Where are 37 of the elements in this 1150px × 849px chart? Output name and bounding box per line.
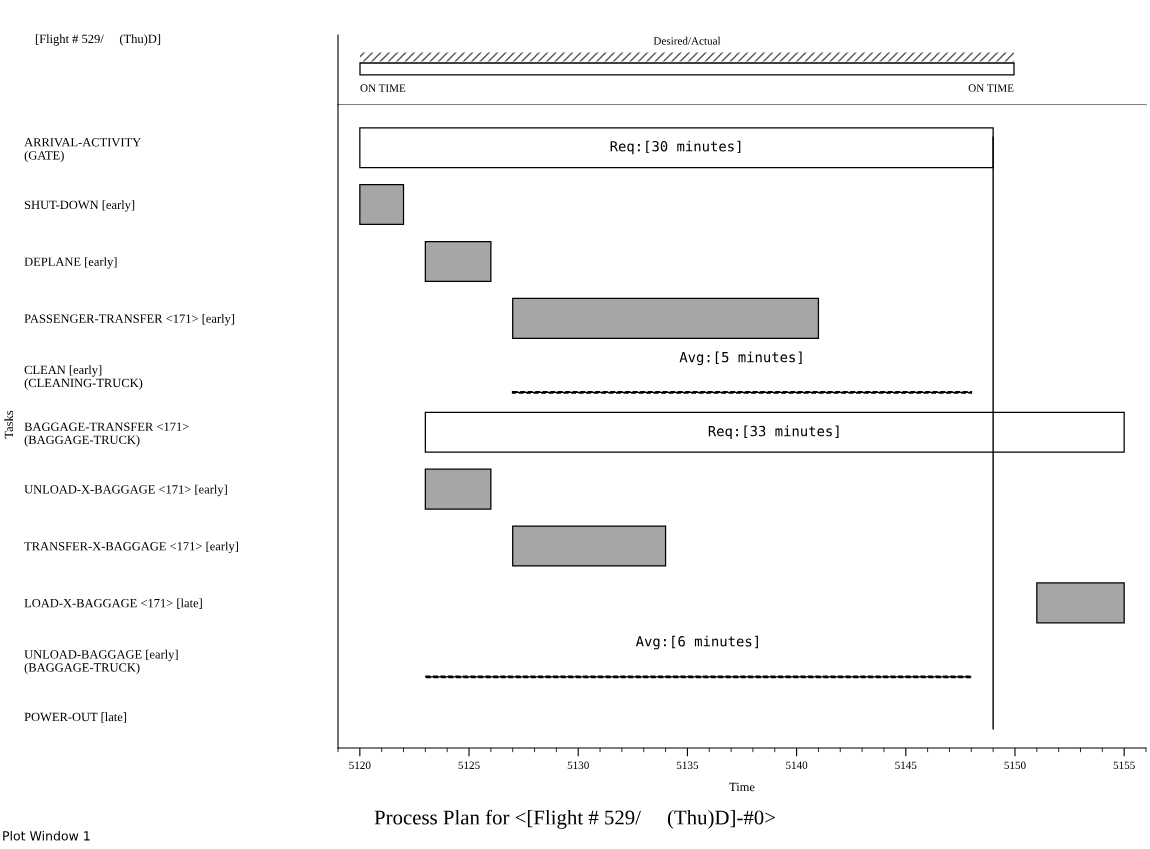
- annotation: Avg:[6 minutes]: [635, 635, 758, 650]
- bar: [1036, 582, 1125, 624]
- category-label: SHUT-DOWN [early]: [24, 200, 135, 212]
- text: ON TIME: [360, 84, 406, 92]
- bar: [424, 240, 492, 283]
- bar: [512, 297, 820, 339]
- x-tick-label: 5145: [895, 761, 917, 770]
- x-tick-label: 5130: [567, 761, 589, 770]
- annotation: Req:[30 minutes]: [610, 140, 741, 155]
- x-tick-label: 5155: [1113, 761, 1135, 770]
- category-label: UNLOAD-X-BAGGAGE <171> [early]: [24, 484, 227, 497]
- category-label: CLEAN [early] (CLEANING-TRUCK): [24, 365, 143, 390]
- bar: [359, 184, 405, 226]
- y-axis-title: Tasks: [4, 410, 14, 439]
- category-label: DEPLANE [early]: [24, 257, 117, 269]
- x-tick-label: 5140: [786, 761, 808, 770]
- category-label: POWER-OUT [late]: [24, 712, 127, 723]
- annotation: Avg:[5 minutes]: [679, 351, 802, 366]
- text: Plot Window 1: [3, 830, 90, 841]
- category-label: TRANSFER-X-BAGGAGE <171> [early]: [24, 541, 238, 554]
- category-label: BAGGAGE-TRANSFER <171> (BAGGAGE-TRUCK): [24, 422, 189, 447]
- annotation: Req:[33 minutes]: [708, 425, 839, 440]
- text: ON TIME: [968, 84, 1014, 92]
- x-tick-label: 5125: [458, 761, 480, 770]
- bar: [512, 525, 667, 567]
- x-axis-title: Time: [729, 782, 755, 792]
- bar: [424, 468, 492, 510]
- text: [Flight # 529/ (Thu)D]: [35, 34, 161, 46]
- x-tick-label: 5135: [676, 761, 699, 770]
- category-label: UNLOAD-BAGGAGE [early] (BAGGAGE-TRUCK): [24, 649, 178, 675]
- category-label: PASSENGER-TRANSFER <171> [early]: [24, 314, 235, 326]
- x-tick-label: 5120: [349, 761, 371, 770]
- x-tick-label: 5150: [1004, 761, 1026, 770]
- category-label: LOAD-X-BAGGAGE <171> [late]: [24, 598, 202, 609]
- category-label: ARRIVAL-ACTIVITY (GATE): [24, 138, 141, 163]
- text: Process Plan for <[Flight # 529/ (Thu)D]-#0>: [374, 809, 775, 829]
- text: Desired/Actual: [653, 36, 721, 45]
